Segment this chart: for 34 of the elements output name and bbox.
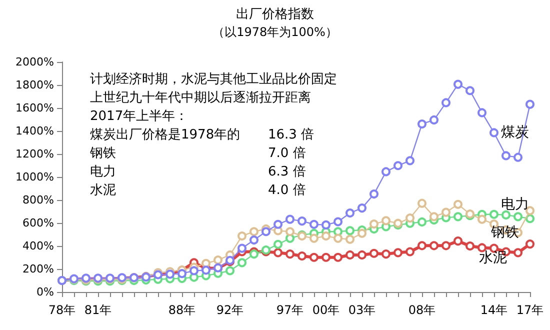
annotation: 计划经济时期，水泥与其他工业品比价固定 xyxy=(90,72,337,87)
y-tick-label: 600% xyxy=(22,216,54,230)
text: 电力 6.3 倍 xyxy=(90,164,306,180)
series-label: 水泥 xyxy=(479,250,507,266)
x-tick-label: 92年 xyxy=(216,303,244,317)
text: 水泥 4.0 倍 xyxy=(90,183,306,198)
y-tick-label: 200% xyxy=(22,262,54,276)
text: 钢铁 7.0 倍 xyxy=(90,146,306,161)
x-tick-label: 88年 xyxy=(168,303,196,317)
annotation: 上世纪九十年代中期以后逐渐拉开距离 xyxy=(90,90,311,106)
annotation: 2017年上半年： xyxy=(90,109,188,124)
series-label: 电力 xyxy=(501,196,529,213)
x-tick-label: 78年 xyxy=(48,303,76,317)
y-tick-label: 1200% xyxy=(16,148,54,160)
x-tick-label: 97年 xyxy=(276,303,304,317)
chart-subtitle: （以1978年为100%） xyxy=(212,25,338,39)
y-tick-label: 1600% xyxy=(16,102,54,114)
y-tick-label: 1400% xyxy=(16,124,54,138)
y-tick-label: 1000% xyxy=(16,170,54,184)
x-tick-label: 08年 xyxy=(408,303,436,317)
x-tick-label: 14年 xyxy=(480,303,508,317)
series-label: 钢铁 xyxy=(490,224,519,241)
y-tick-label: 2000% xyxy=(16,56,54,68)
y-tick-label: 800% xyxy=(22,194,54,206)
y-tick-label: 0% xyxy=(36,286,54,298)
text: 煤炭出厂价格是1978年的 16.3 倍 xyxy=(90,128,314,142)
x-tick-label: 81年 xyxy=(84,303,112,317)
x-tick-label: 00年 xyxy=(312,303,340,317)
x-tick-label: 03年 xyxy=(348,303,376,317)
y-tick-label: 400% xyxy=(22,240,54,252)
x-tick-label: 17年 xyxy=(516,303,544,317)
chart-title: 出厂价格指数 xyxy=(236,7,314,22)
y-tick-label: 1800% xyxy=(16,78,54,92)
series-label: 煤炭 xyxy=(501,124,529,140)
